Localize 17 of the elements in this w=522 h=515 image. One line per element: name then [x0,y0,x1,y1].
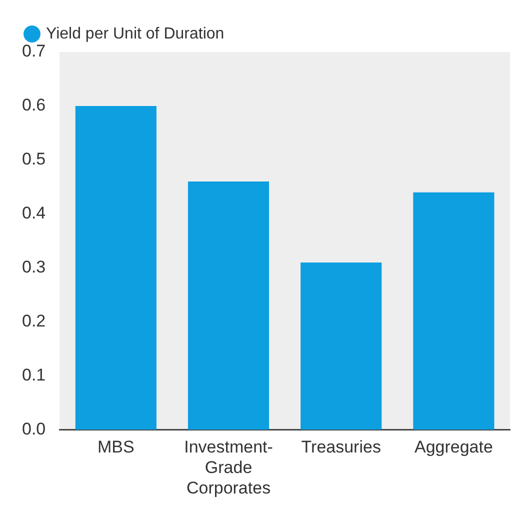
y-tick-label: 0.1 [22,366,46,385]
y-tick-label: 0.2 [22,312,46,331]
y-tick-label: 0.4 [22,204,46,223]
bar [300,262,382,430]
legend-label: Yield per Unit of Duration [46,25,224,42]
y-tick-label: 0.3 [22,258,46,277]
y-tick-label: 0.0 [22,419,46,438]
x-tick-label: Treasuries [301,438,381,457]
y-tick-label: 0.6 [22,96,46,115]
x-tick-label: Aggregate [414,438,493,457]
x-tick-label: Investment-Grade Corporates [184,438,273,498]
y-tick-label: 0.5 [22,150,46,169]
x-tick-label: MBS [98,438,134,457]
y-tick-label: 0.7 [22,42,46,61]
bar [413,192,494,430]
bar [188,182,270,430]
bar [75,106,156,430]
